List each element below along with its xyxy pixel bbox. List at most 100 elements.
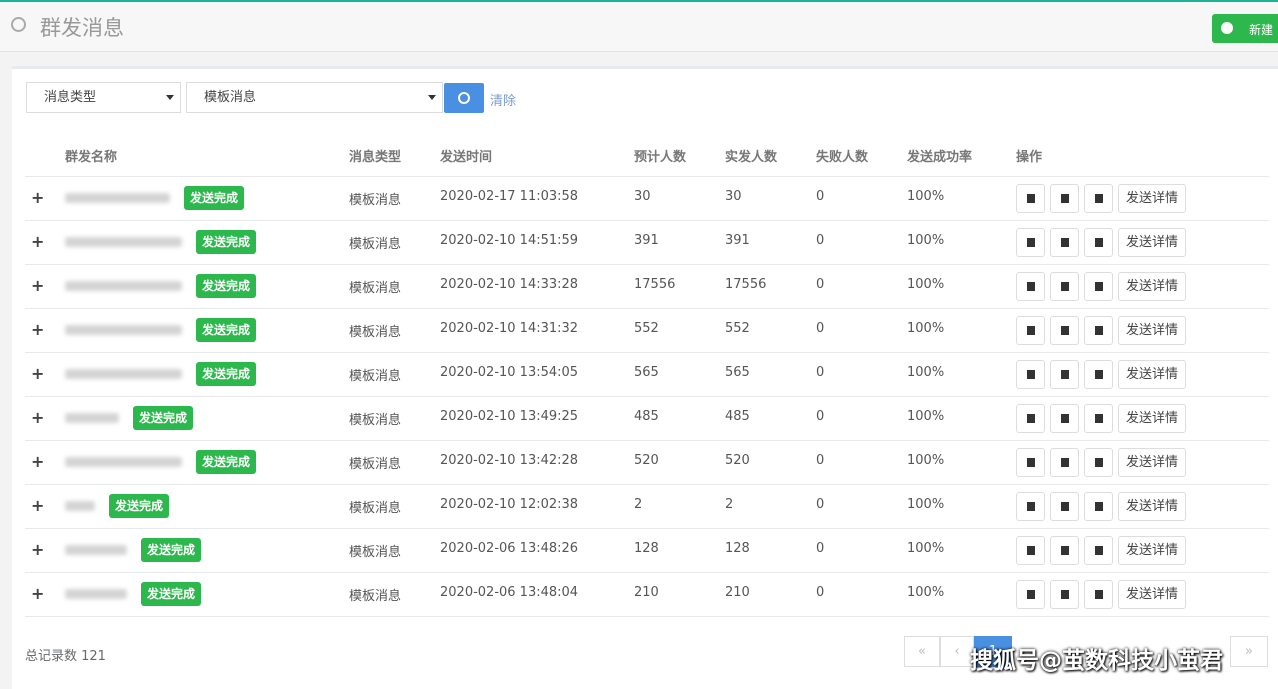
search-button[interactable] [444, 83, 484, 113]
cell-type: 模板消息 [349, 369, 402, 384]
cell-expected: 128 [634, 541, 659, 556]
expand-toggle[interactable]: + [31, 496, 45, 515]
status-badge: 发送完成 [196, 450, 257, 474]
row-line [25, 484, 1269, 485]
cell-rate: 100% [907, 409, 945, 424]
cell-failed: 0 [816, 585, 825, 600]
type-select[interactable]: 消息类型 [26, 82, 181, 113]
top-line [0, 0, 1278, 2]
header-bar [0, 2, 1278, 52]
detail-button[interactable]: 发送详情 [1118, 580, 1186, 609]
detail-button[interactable]: 发送详情 [1118, 536, 1186, 565]
icon-button[interactable] [1016, 404, 1045, 433]
expand-toggle[interactable]: + [31, 584, 45, 603]
expand-toggle[interactable]: + [31, 540, 45, 559]
icon-button[interactable] [1016, 492, 1045, 521]
column-header: 预计人数 [634, 150, 687, 165]
expand-toggle[interactable]: + [31, 408, 45, 427]
icon-button[interactable] [1084, 404, 1113, 433]
detail-button[interactable]: 发送详情 [1118, 272, 1186, 301]
cell-rate: 100% [907, 585, 945, 600]
expand-toggle[interactable]: + [31, 232, 45, 251]
icon-button[interactable] [1050, 580, 1079, 609]
icon-button[interactable] [1050, 184, 1079, 213]
icon-button[interactable] [1050, 316, 1079, 345]
icon-button[interactable] [1084, 184, 1113, 213]
title-icon [11, 17, 26, 32]
expand-toggle[interactable]: + [31, 452, 45, 471]
status-badge: 发送完成 [196, 274, 257, 298]
icon-button[interactable] [1050, 448, 1079, 477]
column-header: 操作 [1016, 150, 1043, 165]
icon-button[interactable] [1016, 580, 1045, 609]
icon-button[interactable] [1016, 536, 1045, 565]
cell-failed: 0 [816, 497, 825, 512]
status-badge: 发送完成 [141, 582, 202, 606]
cell-type: 模板消息 [349, 413, 402, 428]
total-records: 总记录数 121 [25, 649, 106, 664]
icon-button[interactable] [1084, 228, 1113, 257]
cell-actual: 2 [725, 497, 734, 512]
icon-button[interactable] [1084, 360, 1113, 389]
new-button[interactable]: 新建 [1212, 14, 1278, 43]
page-link[interactable]: » [1230, 636, 1268, 667]
cell-rate: 100% [907, 365, 945, 380]
detail-button[interactable]: 发送详情 [1118, 404, 1186, 433]
cell-time: 2020-02-10 13:42:28 [440, 453, 579, 468]
cell-actual: 30 [725, 189, 742, 204]
clear-link[interactable]: 清除 [490, 94, 517, 109]
column-header: 发送时间 [440, 150, 493, 165]
icon-button[interactable] [1084, 448, 1113, 477]
icon-button[interactable] [1016, 448, 1045, 477]
blurred-name [65, 193, 170, 203]
cell-expected: 485 [634, 409, 659, 424]
detail-button[interactable]: 发送详情 [1118, 448, 1186, 477]
cell-type: 模板消息 [349, 545, 402, 560]
expand-toggle[interactable]: + [31, 188, 45, 207]
icon-button[interactable] [1016, 272, 1045, 301]
cell-time: 2020-02-10 12:02:38 [440, 497, 579, 512]
detail-button[interactable]: 发送详情 [1118, 228, 1186, 257]
icon-button[interactable] [1050, 492, 1079, 521]
column-header: 发送成功率 [907, 150, 973, 165]
detail-button[interactable]: 发送详情 [1118, 360, 1186, 389]
page-link[interactable]: « [904, 636, 940, 667]
icon-button[interactable] [1050, 360, 1079, 389]
detail-button[interactable]: 发送详情 [1118, 492, 1186, 521]
detail-button[interactable]: 发送详情 [1118, 316, 1186, 345]
icon-button[interactable] [1050, 404, 1079, 433]
icon-button[interactable] [1016, 316, 1045, 345]
icon-button[interactable] [1084, 272, 1113, 301]
icon-button[interactable] [1084, 316, 1113, 345]
page-link[interactable]: ‹ [940, 636, 974, 667]
blurred-name [65, 545, 127, 555]
icon-button[interactable] [1016, 228, 1045, 257]
blurred-name [65, 413, 119, 423]
expand-toggle[interactable]: + [31, 276, 45, 295]
watermark: 搜狐号@茧数科技小茧君 [970, 648, 1223, 674]
cell-expected: 565 [634, 365, 659, 380]
row-line [25, 308, 1269, 309]
cell-expected: 552 [634, 321, 659, 336]
column-header: 失败人数 [816, 150, 869, 165]
expand-toggle[interactable]: + [31, 364, 45, 383]
expand-toggle[interactable]: + [31, 320, 45, 339]
icon-button[interactable] [1084, 580, 1113, 609]
cell-rate: 100% [907, 453, 945, 468]
cell-failed: 0 [816, 453, 825, 468]
icon-button[interactable] [1084, 492, 1113, 521]
template-select[interactable]: 模板消息 [186, 82, 443, 113]
icon-button[interactable] [1050, 536, 1079, 565]
cell-time: 2020-02-17 11:03:58 [440, 189, 579, 204]
blurred-name [65, 501, 95, 511]
icon-button[interactable] [1050, 228, 1079, 257]
icon-button[interactable] [1016, 184, 1045, 213]
icon-button[interactable] [1016, 360, 1045, 389]
page-link[interactable]: 1 [974, 636, 1012, 667]
cell-actual: 485 [725, 409, 750, 424]
cell-expected: 17556 [634, 277, 676, 292]
detail-button[interactable]: 发送详情 [1118, 184, 1186, 213]
cell-failed: 0 [816, 321, 825, 336]
icon-button[interactable] [1084, 536, 1113, 565]
icon-button[interactable] [1050, 272, 1079, 301]
